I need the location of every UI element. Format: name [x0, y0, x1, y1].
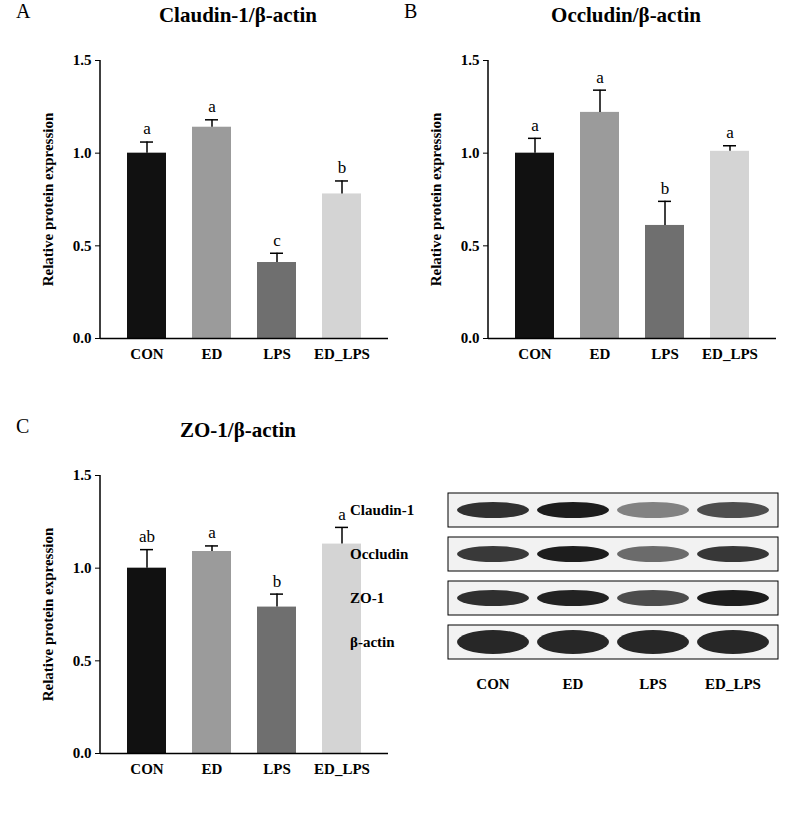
svg-text:1.0: 1.0 — [73, 145, 92, 161]
svg-text:a: a — [531, 116, 539, 135]
svg-text:ED_LPS: ED_LPS — [314, 346, 370, 362]
svg-text:b: b — [273, 572, 282, 591]
html-text:B: B — [404, 0, 418, 22]
svg-text:ED_LPS: ED_LPS — [705, 676, 761, 692]
svg-text:0.0: 0.0 — [73, 745, 92, 761]
svg-text:CON: CON — [518, 346, 552, 362]
svg-text:ED: ED — [202, 761, 223, 777]
svg-text:0.5: 0.5 — [461, 238, 480, 254]
html-text:ZO-1/β-actin: ZO-1/β-actin — [180, 418, 296, 442]
svg-text:ab: ab — [139, 527, 155, 546]
svg-text:ED: ED — [590, 346, 611, 362]
svg-text:0.0: 0.0 — [461, 330, 480, 346]
svg-text:ZO-1: ZO-1 — [350, 590, 384, 606]
svg-text:a: a — [338, 505, 346, 524]
html-text:Claudin-1/β-actin: Claudin-1/β-actin — [159, 3, 317, 27]
html-text:A: A — [16, 0, 31, 22]
svg-text:c: c — [273, 231, 281, 250]
svg-text:a: a — [596, 68, 604, 87]
svg-text:1.5: 1.5 — [73, 467, 92, 483]
svg-text:a: a — [143, 119, 151, 138]
svg-text:ED_LPS: ED_LPS — [314, 761, 370, 777]
svg-text:b: b — [661, 179, 670, 198]
svg-text:Relative protein expression: Relative protein expression — [428, 112, 444, 286]
html-text:Occludin/β-actin: Occludin/β-actin — [551, 3, 701, 27]
svg-text:CON: CON — [476, 676, 510, 692]
svg-text:Occludin: Occludin — [350, 546, 409, 562]
svg-text:LPS: LPS — [263, 761, 291, 777]
svg-text:0.5: 0.5 — [73, 653, 92, 669]
svg-text:0.5: 0.5 — [73, 238, 92, 254]
svg-text:1.5: 1.5 — [461, 52, 480, 68]
svg-text:1.0: 1.0 — [461, 145, 480, 161]
svg-text:Claudin-1: Claudin-1 — [350, 502, 414, 518]
svg-text:b: b — [338, 158, 347, 177]
svg-text:ED_LPS: ED_LPS — [702, 346, 758, 362]
svg-text:a: a — [208, 523, 216, 542]
html-text:C: C — [16, 415, 30, 437]
svg-text:ED: ED — [563, 676, 584, 692]
svg-text:LPS: LPS — [639, 676, 667, 692]
svg-text:Relative protein expression: Relative protein expression — [40, 527, 56, 701]
svg-text:1.0: 1.0 — [73, 560, 92, 576]
svg-text:CON: CON — [130, 346, 164, 362]
svg-text:β-actin: β-actin — [350, 634, 395, 650]
svg-text:ED: ED — [202, 346, 223, 362]
svg-text:a: a — [208, 97, 216, 116]
svg-text:0.0: 0.0 — [73, 330, 92, 346]
svg-text:LPS: LPS — [263, 346, 291, 362]
svg-text:a: a — [726, 123, 734, 142]
svg-text:1.5: 1.5 — [73, 52, 92, 68]
svg-text:CON: CON — [130, 761, 164, 777]
svg-text:Relative protein expression: Relative protein expression — [40, 112, 56, 286]
svg-text:LPS: LPS — [651, 346, 679, 362]
